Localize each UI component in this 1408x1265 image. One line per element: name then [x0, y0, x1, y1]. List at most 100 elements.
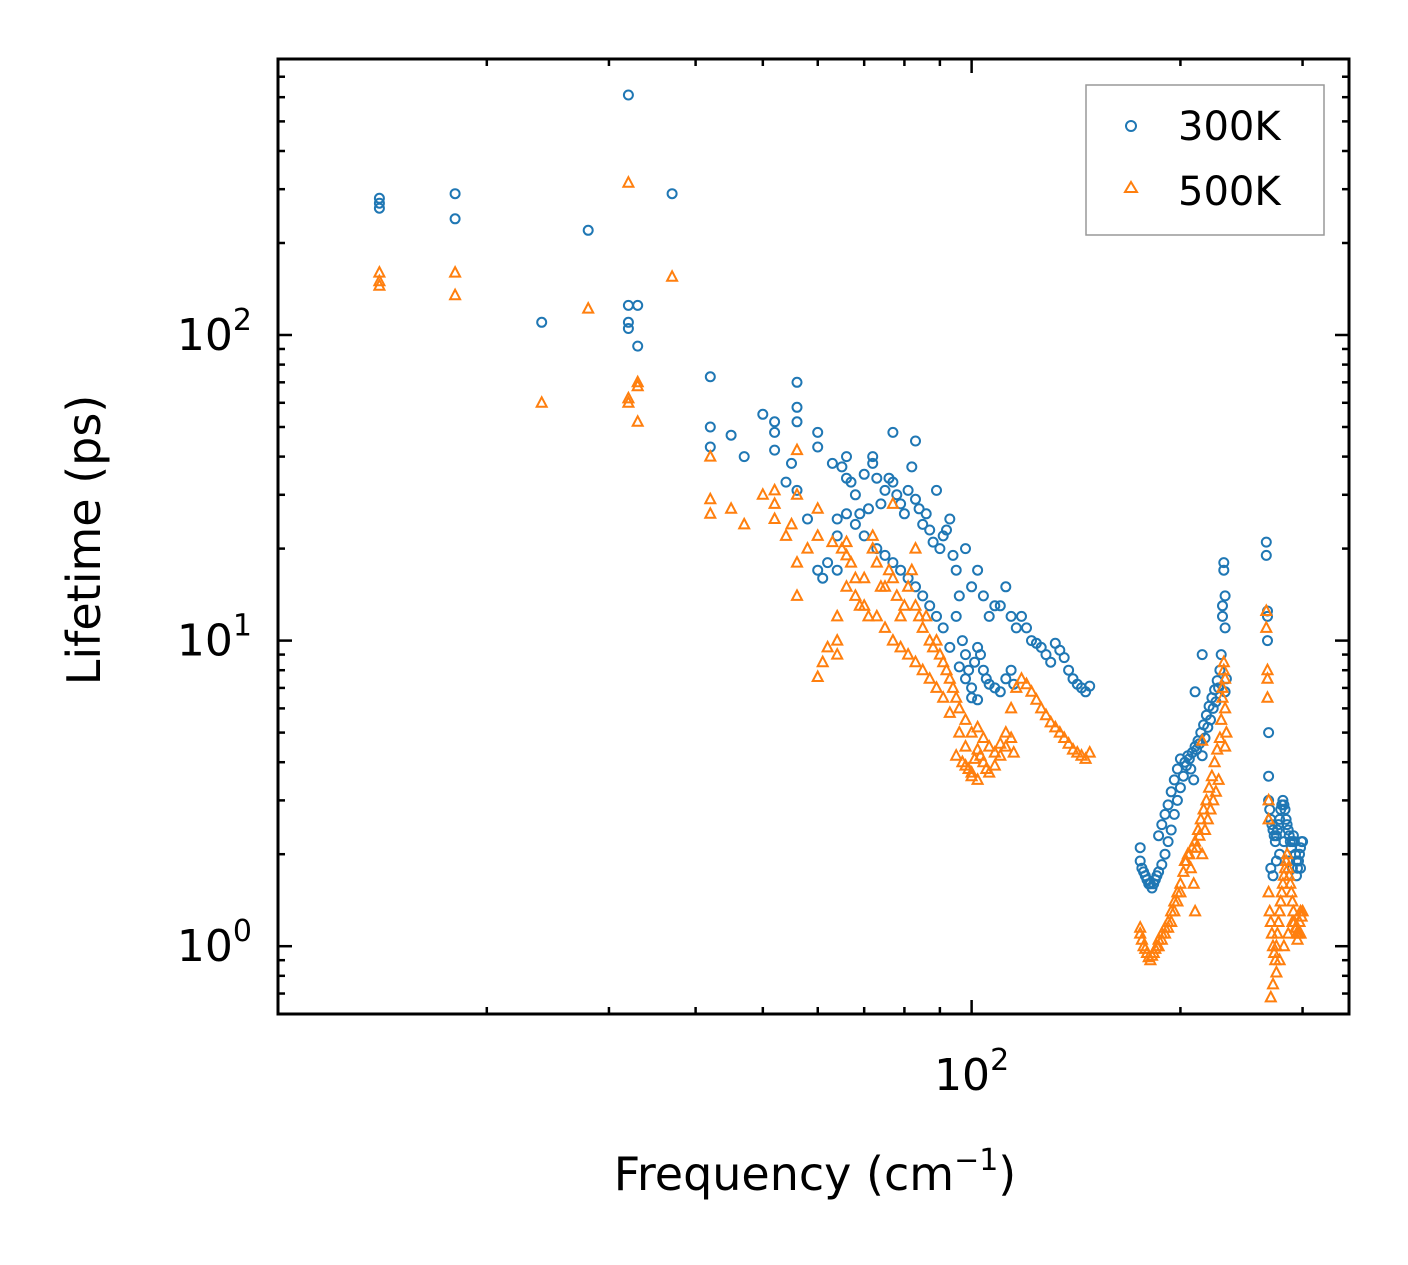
point-500K [870, 608, 884, 622]
point-500K [1199, 792, 1214, 806]
point-500K [1215, 690, 1230, 703]
point-500K [1195, 733, 1209, 746]
point-500K [1195, 846, 1209, 860]
point-300K [812, 441, 824, 453]
point-300K [1218, 557, 1230, 569]
point-300K [1295, 862, 1306, 874]
point-300K [786, 457, 797, 469]
point-300K [1063, 664, 1075, 676]
point-500K [1044, 714, 1058, 728]
point-500K [1173, 884, 1188, 898]
point-500K [830, 646, 844, 660]
point-300K [780, 476, 792, 488]
point-300K [1217, 600, 1228, 612]
point-300K [632, 299, 644, 311]
point-500K [1266, 976, 1280, 990]
point-500K [1198, 822, 1212, 835]
point-500K [943, 705, 957, 718]
point-500K [976, 730, 991, 743]
point-500K [886, 496, 900, 509]
point-300K [1005, 610, 1017, 622]
point-300K [1005, 664, 1017, 676]
point-500K [929, 680, 944, 693]
point-300K [1134, 842, 1146, 854]
point-500K [372, 273, 387, 287]
point-500K [919, 608, 933, 622]
point-500K [1261, 884, 1276, 898]
series-500K [372, 175, 1310, 1003]
point-500K [1201, 811, 1215, 825]
point-300K [1040, 649, 1052, 661]
point-500K [1263, 903, 1277, 917]
point-300K [966, 581, 978, 593]
point-300K [1159, 848, 1171, 860]
point-300K [1156, 859, 1168, 871]
point-500K [866, 540, 880, 554]
point-500K [1259, 620, 1273, 633]
point-300K [920, 508, 932, 520]
point-300K [941, 524, 952, 536]
point-500K [848, 570, 863, 584]
point-500K [1295, 903, 1310, 917]
point-500K [1057, 730, 1071, 743]
point-500K [908, 598, 923, 611]
legend-box [1085, 84, 1325, 236]
point-500K [1218, 671, 1232, 684]
point-500K [1048, 719, 1062, 733]
point-500K [923, 671, 937, 684]
point-500K [1078, 751, 1093, 764]
point-300K [1270, 830, 1282, 842]
point-500K [724, 501, 738, 514]
point-300K [983, 610, 995, 622]
point-500K [1275, 884, 1289, 898]
point-300K [1196, 750, 1208, 762]
point-500K [1276, 876, 1290, 889]
point-500K [999, 738, 1013, 752]
point-500K [703, 506, 717, 519]
point-500K [1158, 925, 1172, 939]
point-300K [867, 451, 879, 463]
point-500K [908, 540, 923, 554]
point-500K [973, 748, 988, 761]
point-500K [1029, 692, 1044, 705]
point-500K [1280, 846, 1294, 860]
point-300K [960, 673, 971, 685]
point-300K [791, 376, 803, 388]
point-500K [949, 748, 963, 761]
point-300K [1293, 855, 1304, 867]
point-300K [845, 476, 857, 488]
point-500K [756, 487, 770, 500]
point-300K [1295, 842, 1306, 854]
point-500K [844, 554, 858, 568]
point-300K [966, 692, 978, 704]
point-500K [882, 562, 896, 576]
point-300K [931, 610, 942, 622]
point-300K [791, 484, 803, 496]
point-500K [1207, 754, 1222, 768]
point-300K [1274, 813, 1286, 825]
point-500K [839, 534, 854, 548]
point-500K [886, 632, 900, 646]
point-500K [372, 278, 387, 291]
point-300K [373, 202, 385, 214]
point-500K [958, 712, 973, 725]
point-300K [1162, 799, 1174, 811]
point-300K [887, 557, 899, 569]
point-300K [622, 323, 634, 334]
point-300K [1165, 824, 1177, 836]
point-300K [373, 197, 385, 209]
legend: 300K 500K [1085, 84, 1325, 236]
point-300K [867, 457, 879, 469]
point-300K [972, 694, 984, 706]
point-500K [976, 754, 991, 768]
point-500K [886, 570, 900, 584]
point-500K [999, 724, 1013, 738]
point-500K [1214, 712, 1228, 725]
point-500K [1206, 792, 1220, 806]
point-500K [631, 374, 645, 388]
point-500K [1218, 738, 1232, 752]
point-500K [952, 700, 966, 714]
point-500K [1203, 801, 1218, 815]
point-500K [1261, 792, 1276, 806]
point-300K [887, 476, 899, 488]
